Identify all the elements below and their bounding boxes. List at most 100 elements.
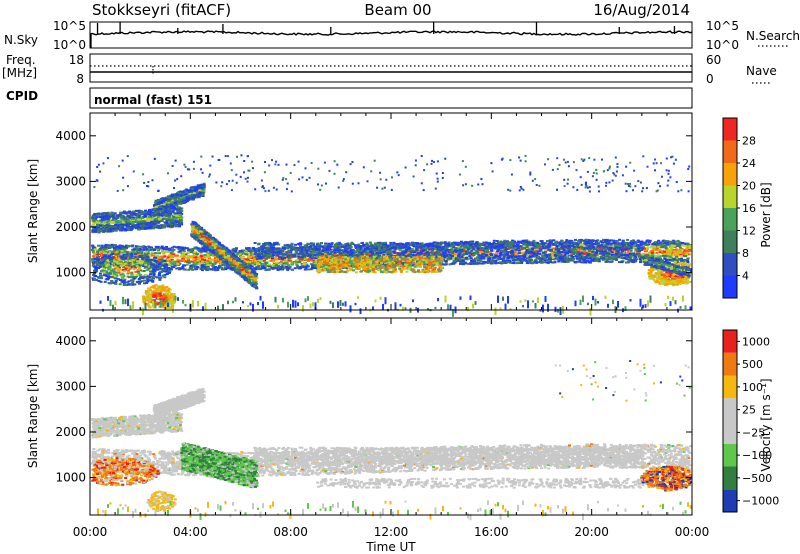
heatmap-cell <box>482 261 485 263</box>
nsky-trace <box>90 31 692 35</box>
heatmap-cell <box>650 255 653 257</box>
heatmap-cell <box>664 240 667 242</box>
heatmap-cell <box>512 262 515 264</box>
heatmap-cell <box>657 254 660 256</box>
heatmap-cell <box>114 244 117 246</box>
freq-unit: [MHz] <box>2 66 37 80</box>
heatmap-cell <box>192 258 195 260</box>
heatmap-cell <box>668 253 671 255</box>
heatmap-cell <box>680 258 683 260</box>
nsearch-tick-bottom: 10^0 <box>706 38 739 52</box>
heatmap-cell <box>503 240 506 242</box>
heatmap-cell <box>499 261 502 263</box>
heatmap-cell <box>256 262 259 264</box>
heatmap-cell <box>221 267 224 269</box>
heatmap-cell <box>174 212 177 214</box>
heatmap-cell <box>268 264 271 266</box>
heatmap-cell <box>684 259 687 261</box>
heatmap-cell <box>207 264 210 266</box>
heatmap-cell <box>589 262 592 264</box>
nsky-label: N.Sky <box>4 33 38 47</box>
heatmap-cell <box>630 240 633 242</box>
heatmap-cell <box>291 264 294 266</box>
heatmap-cell <box>647 254 650 256</box>
heatmap-cell <box>673 258 676 260</box>
heatmap-cell <box>577 240 580 242</box>
heatmap-cell <box>177 248 180 250</box>
heatmap-cell <box>540 240 543 242</box>
heatmap-cell <box>186 264 189 266</box>
heatmap-cell <box>511 241 514 243</box>
heatmap-cell <box>214 269 217 271</box>
heatmap-cell <box>197 249 200 251</box>
heatmap-cell <box>195 263 198 265</box>
beam-title: Beam 00 <box>364 1 431 19</box>
heatmap-cell <box>307 260 310 262</box>
heatmap-cell <box>91 249 94 251</box>
heatmap-cell <box>257 265 260 267</box>
heatmap-cell <box>280 260 283 262</box>
nsky-panel: N.Sky 10^5 10^0 10^5 10^0 N.Search <box>4 19 800 52</box>
heatmap-cell <box>677 249 680 251</box>
heatmap-cell <box>167 219 170 221</box>
heatmap-cell <box>668 249 671 251</box>
heatmap-cell <box>131 225 134 227</box>
heatmap-cell <box>192 255 195 257</box>
heatmap-cell <box>121 250 124 252</box>
heatmap-cell <box>152 255 155 257</box>
heatmap-cell <box>445 262 448 264</box>
heatmap-cell <box>168 249 171 251</box>
heatmap-cell <box>644 249 647 251</box>
heatmap-cell <box>198 263 201 265</box>
heatmap-cell <box>164 256 167 258</box>
heatmap-cell <box>291 269 294 271</box>
heatmap-cell <box>647 246 650 248</box>
heatmap-cell <box>190 251 193 253</box>
heatmap-cell <box>274 257 277 259</box>
heatmap-cell <box>516 260 519 262</box>
heatmap-cell <box>157 246 160 248</box>
heatmap-cell <box>183 269 186 271</box>
heatmap-cell <box>682 253 685 255</box>
heatmap-cell <box>209 259 212 261</box>
heatmap-cell <box>581 244 584 246</box>
heatmap-cell <box>651 252 654 254</box>
heatmap-cell <box>605 261 608 263</box>
heatmap-cell <box>132 211 135 213</box>
heatmap-cell <box>137 252 140 254</box>
heatmap-cell <box>268 268 271 270</box>
heatmap-cell <box>189 265 192 267</box>
heatmap-cell <box>473 263 476 265</box>
heatmap-cell <box>127 220 130 222</box>
heatmap-cell <box>304 269 307 271</box>
heatmap-cell <box>181 249 184 251</box>
heatmap-cell <box>671 244 674 246</box>
heatmap-cell <box>621 261 624 263</box>
heatmap-cell <box>263 260 266 262</box>
heatmap-cell <box>106 215 109 217</box>
heatmap-cell <box>609 240 612 242</box>
heatmap-cell <box>585 239 588 241</box>
heatmap-cell <box>130 228 133 230</box>
heatmap-cell <box>203 259 206 261</box>
heatmap-cell <box>684 255 687 257</box>
heatmap-cell <box>167 256 170 258</box>
heatmap-cell <box>265 262 268 264</box>
heatmap-cell <box>182 252 185 254</box>
heatmap-cell <box>664 246 667 248</box>
heatmap-cell <box>664 255 667 257</box>
heatmap-cell <box>502 262 505 264</box>
heatmap-cell <box>299 268 302 270</box>
heatmap-cell <box>662 255 665 257</box>
power-heatmap <box>91 154 692 317</box>
heatmap-cell <box>110 246 113 248</box>
heatmap-cell <box>137 228 140 230</box>
heatmap-cell <box>276 262 279 264</box>
heatmap-cell <box>399 250 402 252</box>
heatmap-cell <box>94 229 97 231</box>
heatmap-cell <box>513 259 516 261</box>
heatmap-cell <box>176 263 179 265</box>
heatmap-cell <box>295 261 298 263</box>
heatmap-cell <box>689 245 692 247</box>
